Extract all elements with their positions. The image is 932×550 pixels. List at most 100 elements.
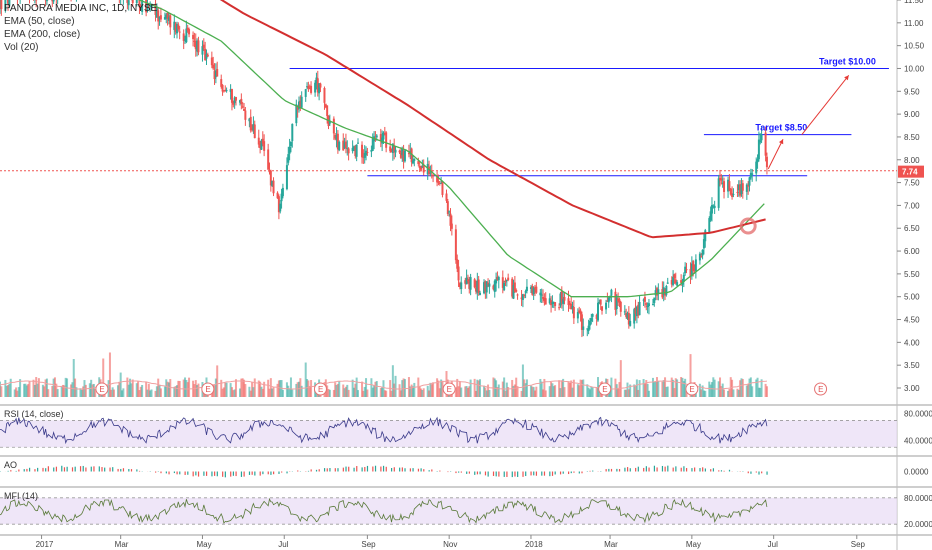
volume-bar bbox=[91, 384, 94, 397]
volume-bar bbox=[243, 379, 246, 397]
volume-bar bbox=[627, 389, 630, 397]
volume-bar bbox=[213, 385, 216, 397]
candle bbox=[474, 287, 477, 292]
ao-bar bbox=[672, 467, 674, 472]
volume-bar bbox=[52, 378, 55, 397]
ao-bar bbox=[187, 471, 189, 475]
volume-bar bbox=[299, 378, 302, 397]
candle bbox=[605, 302, 608, 310]
volume-bar bbox=[595, 387, 598, 397]
volume-bar bbox=[108, 352, 111, 397]
ao-bar bbox=[399, 467, 401, 472]
candle bbox=[682, 274, 685, 282]
time-axis[interactable]: 2017 Mar May Jul Sep Nov 2018 Mar May Jul Sep bbox=[36, 535, 866, 549]
volume-legend: Vol (20) bbox=[4, 42, 39, 53]
ao-bar bbox=[616, 468, 618, 472]
arrow-head bbox=[844, 75, 849, 81]
volume-bar bbox=[563, 387, 566, 397]
volume-bar bbox=[44, 379, 47, 397]
candle bbox=[529, 287, 532, 289]
ao-bar bbox=[466, 471, 468, 474]
volume-bar bbox=[428, 390, 431, 397]
ao-bar bbox=[214, 471, 216, 476]
candle bbox=[310, 85, 313, 93]
ao-bar bbox=[431, 469, 433, 472]
candle bbox=[559, 293, 562, 306]
volume-bar bbox=[468, 386, 471, 397]
candle bbox=[759, 140, 762, 143]
ao-bar bbox=[307, 470, 310, 472]
volume-bar bbox=[739, 380, 742, 397]
candle bbox=[729, 188, 732, 195]
volume-bar bbox=[719, 377, 722, 397]
volume-bar bbox=[251, 382, 254, 397]
volume-bar bbox=[373, 385, 376, 397]
ao-bar bbox=[130, 469, 133, 472]
candle bbox=[454, 229, 457, 261]
candle bbox=[177, 24, 180, 30]
volume-bar bbox=[141, 384, 144, 397]
candle bbox=[595, 314, 598, 319]
volume-bar bbox=[737, 389, 740, 397]
candle bbox=[248, 118, 251, 122]
ao-pane[interactable]: AO 0.0000 bbox=[0, 460, 929, 478]
candle bbox=[202, 44, 205, 49]
ao-bar bbox=[653, 465, 656, 472]
candle bbox=[456, 259, 459, 269]
price-axis[interactable]: 3.00 3.50 4.00 4.50 5.00 5.50 6.00 6.50 7.00 7.50… bbox=[897, 0, 925, 393]
candle bbox=[343, 142, 346, 149]
volume-bar bbox=[51, 386, 54, 397]
volume-bar bbox=[558, 380, 561, 397]
candle bbox=[307, 86, 310, 89]
volume-bar bbox=[335, 384, 338, 397]
candle bbox=[755, 161, 758, 174]
candle bbox=[736, 191, 739, 193]
candle bbox=[690, 263, 693, 277]
ao-bar bbox=[112, 467, 114, 472]
indicator-tick-label: 20.0000 bbox=[904, 520, 932, 529]
ao-bar bbox=[251, 471, 253, 475]
candle bbox=[496, 276, 499, 280]
y-tick-label: 3.50 bbox=[904, 361, 920, 370]
candle bbox=[344, 141, 347, 149]
candle bbox=[666, 282, 669, 284]
volume-bar bbox=[166, 381, 169, 397]
candle bbox=[515, 289, 518, 292]
candle bbox=[599, 299, 602, 305]
volume-bar bbox=[403, 379, 406, 397]
candle bbox=[411, 160, 414, 164]
volume-bar bbox=[355, 377, 358, 397]
candle bbox=[175, 24, 178, 34]
ao-bar bbox=[104, 467, 106, 472]
volume-bar bbox=[473, 378, 476, 397]
ao-bar bbox=[117, 468, 119, 472]
ao-bar bbox=[71, 467, 74, 472]
mfi-pane[interactable]: MFI (14) 20.0000 80.0000 bbox=[0, 491, 932, 529]
volume-bar bbox=[362, 390, 365, 397]
ao-bar bbox=[98, 466, 100, 472]
volume-bar bbox=[664, 377, 667, 397]
volume-bar bbox=[437, 380, 440, 397]
candle bbox=[647, 303, 650, 307]
ao-bar bbox=[318, 469, 320, 472]
candle bbox=[315, 77, 318, 84]
candle bbox=[582, 326, 585, 330]
volume-bar bbox=[637, 389, 640, 397]
volume-bar bbox=[334, 382, 337, 397]
ao-bar bbox=[23, 469, 25, 472]
volume-bar bbox=[154, 390, 157, 397]
ao-bar bbox=[101, 467, 103, 472]
volume-bar bbox=[633, 384, 636, 397]
ao-bar bbox=[541, 471, 543, 476]
volume-bar bbox=[15, 387, 18, 397]
volume-bar bbox=[513, 384, 516, 397]
candle bbox=[192, 34, 195, 40]
rsi-pane[interactable]: RSI (14, close) 40.0000 80.0000 bbox=[0, 409, 932, 448]
candle bbox=[355, 144, 358, 157]
ao-bar bbox=[675, 466, 677, 472]
candle bbox=[432, 175, 435, 177]
volume-bar bbox=[167, 382, 170, 397]
volume-bar bbox=[492, 377, 495, 397]
